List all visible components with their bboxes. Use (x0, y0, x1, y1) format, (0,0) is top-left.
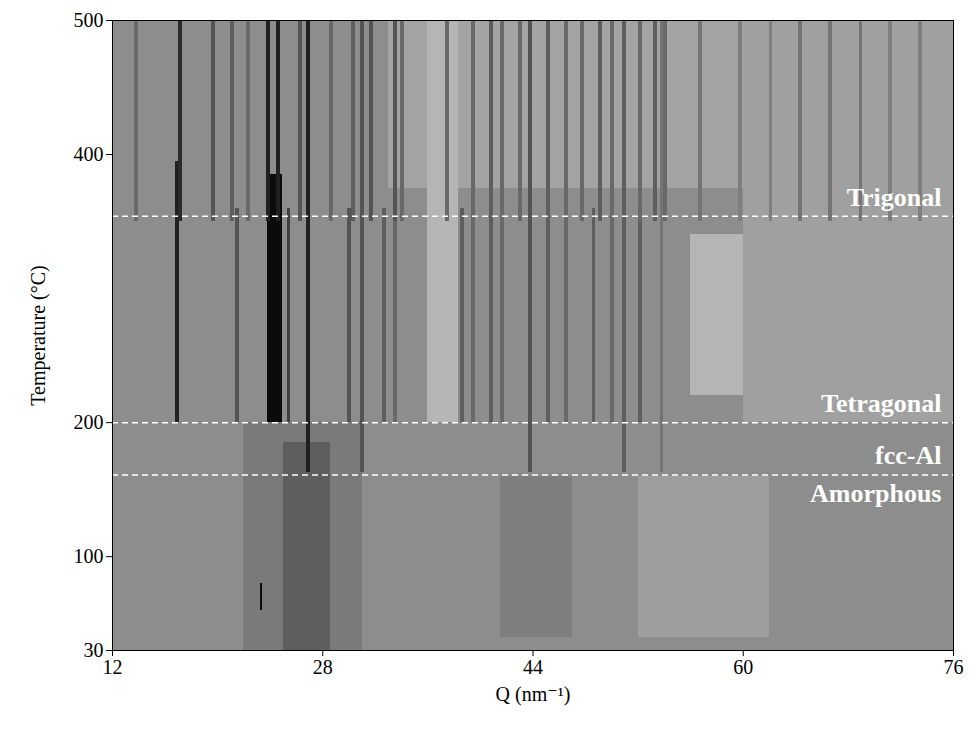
svg-text:30: 30 (84, 639, 104, 661)
svg-text:Trigonal: Trigonal (847, 183, 942, 212)
svg-text:Temperature (°C): Temperature (°C) (27, 265, 50, 405)
svg-text:Amorphous: Amorphous (810, 479, 941, 508)
svg-text:400: 400 (74, 143, 104, 165)
svg-text:60: 60 (733, 656, 753, 678)
svg-text:28: 28 (313, 656, 333, 678)
svg-text:12: 12 (103, 656, 123, 678)
svg-text:100: 100 (74, 545, 104, 567)
svg-text:76: 76 (944, 656, 964, 678)
svg-text:200: 200 (74, 411, 104, 433)
svg-text:Tetragonal: Tetragonal (821, 389, 941, 418)
svg-text:Q (nm⁻¹): Q (nm⁻¹) (496, 683, 571, 706)
svg-text:44: 44 (523, 656, 543, 678)
svg-text:fcc-Al: fcc-Al (875, 441, 941, 470)
svg-text:500: 500 (74, 9, 104, 31)
